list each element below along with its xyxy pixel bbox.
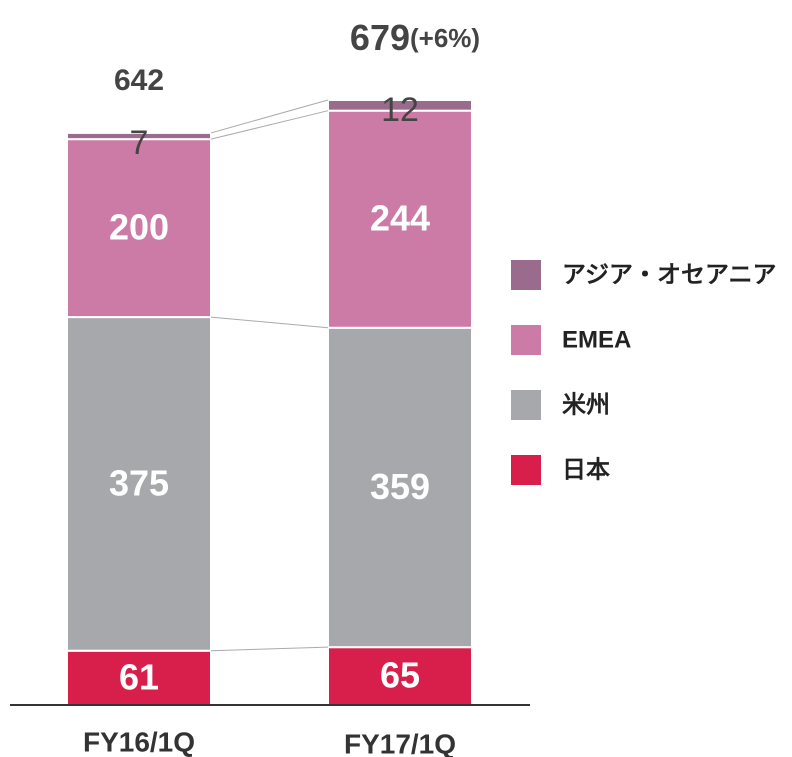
x-tick-label: FY16/1Q — [83, 726, 195, 757]
legend-swatch — [511, 260, 541, 290]
data-label: 244 — [370, 198, 430, 239]
data-label: 200 — [109, 207, 169, 248]
bar-segment — [327, 646, 473, 707]
bar-segment — [327, 99, 473, 112]
data-label: 375 — [109, 462, 169, 503]
data-label: 65 — [380, 655, 420, 696]
legend-label: 日本 — [562, 456, 610, 483]
connector — [210, 110, 329, 140]
connector — [210, 99, 329, 134]
total-label: 679 — [350, 17, 410, 58]
bar-segment — [66, 131, 212, 141]
bar-segment — [66, 316, 212, 652]
legend-swatch — [511, 390, 541, 420]
change-label: (+6%) — [410, 23, 480, 53]
data-label: 12 — [381, 91, 419, 129]
x-tick-label: FY17/1Q — [344, 728, 456, 757]
data-label: 359 — [370, 466, 430, 507]
total-label-group: 679(+6%) — [350, 17, 480, 58]
legend-label: 米州 — [562, 391, 610, 418]
total-label: 642 — [114, 64, 164, 97]
bar-segment — [327, 109, 473, 329]
legend-swatch — [511, 455, 541, 485]
connector — [210, 646, 329, 652]
bar-segment — [66, 649, 212, 707]
data-label: 7 — [130, 124, 149, 162]
connector — [210, 316, 329, 329]
data-label: 61 — [119, 656, 159, 697]
legend-label: アジア・オセアニア — [562, 261, 777, 288]
legend-swatch — [511, 325, 541, 355]
legend-label: EMEA — [562, 326, 631, 353]
